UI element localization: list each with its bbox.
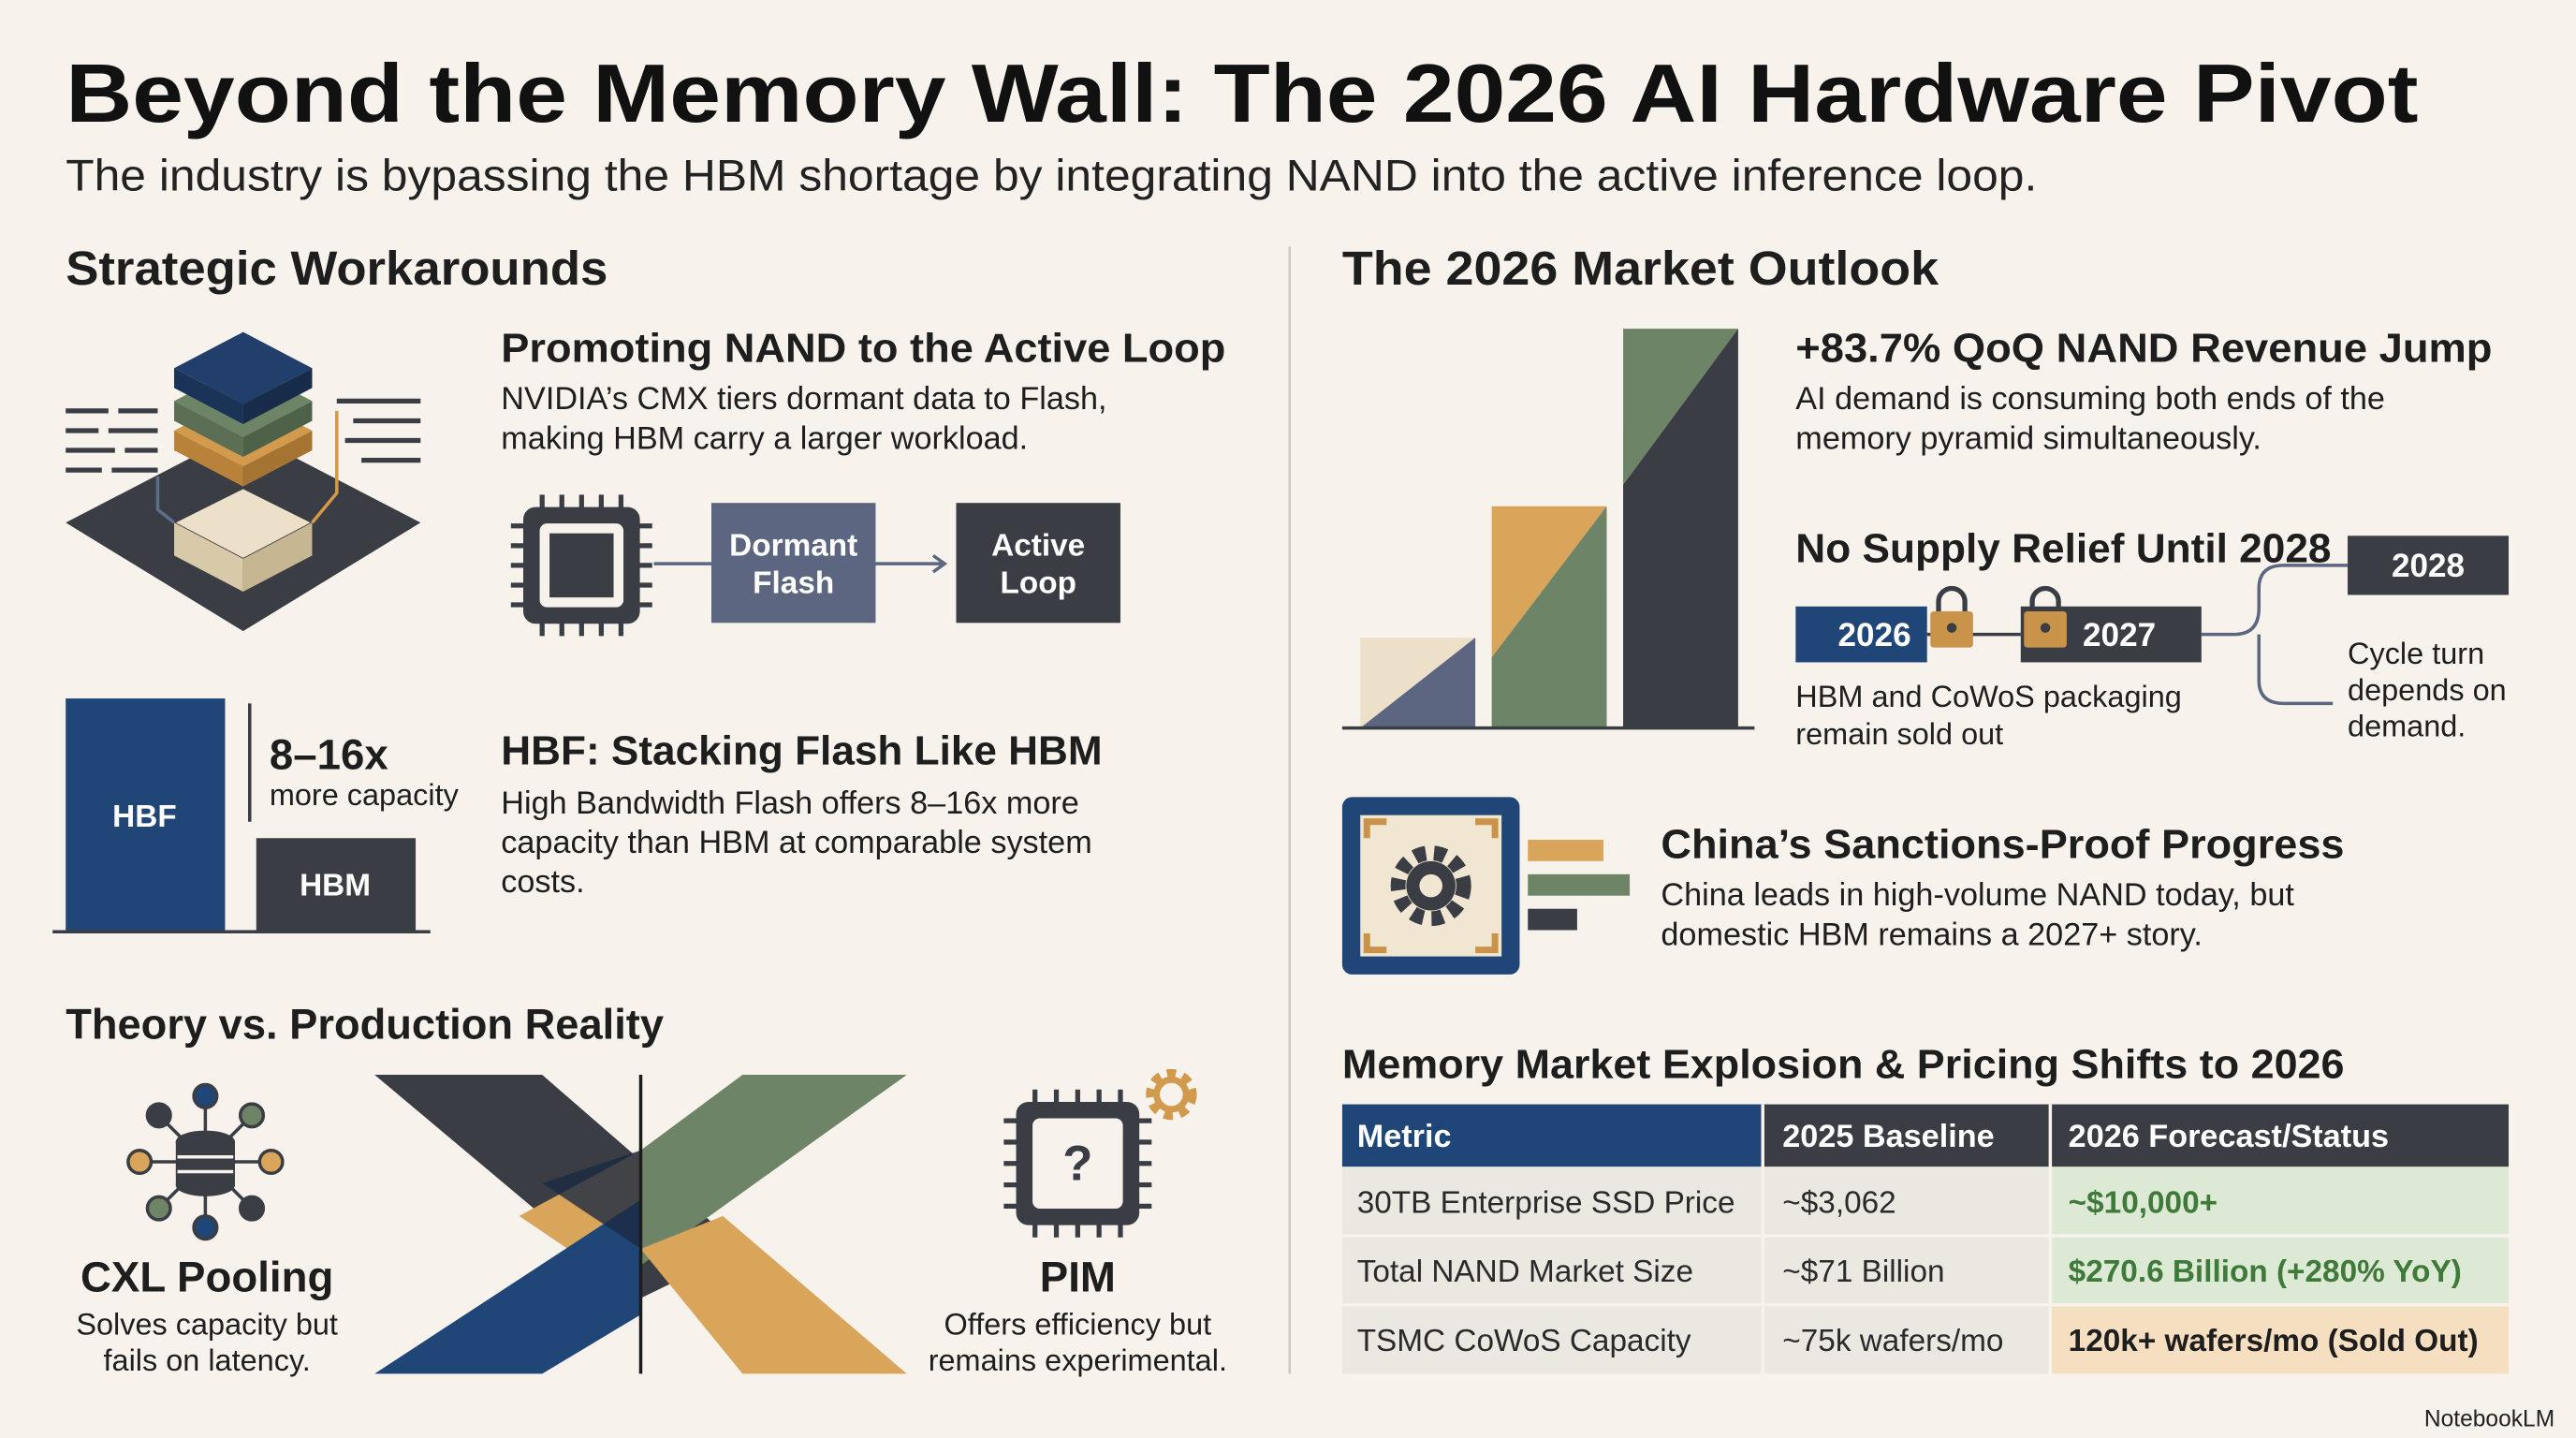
timeline-note-line: remain sold out (1795, 717, 2003, 751)
table-title: Memory Market Explosion & Pricing Shifts… (1342, 1041, 2345, 1087)
item-body-line: memory pyramid simultaneously. (1795, 420, 2261, 456)
item-body-line: NVIDIA’s CMX tiers dormant data to Flash… (501, 381, 1106, 417)
capacity-note: more capacity (270, 778, 460, 812)
item-body: Offers efficiency but remains experimenta… (929, 1307, 1227, 1377)
section-heading: The 2026 Market Outlook (1342, 242, 1939, 295)
item-title: CXL Pooling (80, 1254, 333, 1301)
timeline-note: Cycle turn depends on demand. (2348, 637, 2507, 742)
flow-arrows (653, 553, 948, 574)
hbf-bar (66, 698, 226, 932)
item-body-line: China leads in high-volume NAND today, b… (1661, 877, 2294, 913)
timeline-note-line: HBM and CoWoS packaging (1795, 680, 2182, 713)
item-title: China’s Sanctions-Proof Progress (1661, 821, 2344, 867)
item-title: No Supply Relief Until 2028 (1795, 525, 2331, 571)
flow-label-line: Flash (753, 566, 834, 601)
item-body: High Bandwidth Flash offers 8–16x more ca… (501, 785, 1091, 900)
growth-graphic (1341, 329, 1755, 730)
chip-icon (510, 494, 652, 637)
timeline (1795, 536, 2510, 706)
flow-box (956, 503, 1120, 624)
title: Beyond the Memory Wall: The 2026 AI Hard… (66, 48, 2418, 139)
item-title: +83.7% QoQ NAND Revenue Jump (1795, 325, 2492, 371)
flow-label-line: Loop (1001, 566, 1076, 601)
timeline-note-line: depends on (2348, 673, 2507, 707)
cxl-node (145, 1102, 172, 1129)
item-body-line: domestic HBM remains a 2027+ story. (1661, 917, 2202, 952)
table-cell: $270.6 Billion (+280% YoY) (2069, 1255, 2462, 1289)
year-label: 2026 (1838, 617, 1911, 653)
item-title: Promoting NAND to the Active Loop (501, 325, 1225, 371)
bar-label: HBF (112, 800, 176, 834)
item-body-line: High Bandwidth Flash offers 8–16x more (501, 785, 1079, 821)
cxl-node (192, 1214, 219, 1241)
cxl-node (145, 1195, 172, 1222)
flow-label: Active Loop (991, 528, 1085, 600)
flow-box (710, 503, 876, 624)
table-cell: 120k+ wafers/mo (Sold Out) (2069, 1324, 2479, 1358)
table-cell: 30TB Enterprise SSD Price (1357, 1185, 1735, 1220)
timeline-note: HBM and CoWoS packaging remain sold out (1795, 680, 2182, 751)
timeline-note-line: demand. (2348, 709, 2466, 742)
table-frame (1341, 1104, 2510, 1374)
table-cell: ~75k wafers/mo (1782, 1324, 2003, 1358)
flow-label-line: Active (991, 528, 1085, 563)
item-body-line: AI demand is consuming both ends of the (1795, 381, 2385, 417)
cxl-icon (126, 1082, 285, 1241)
item-body: AI demand is consuming both ends of the m… (1795, 381, 2385, 456)
item-body-line: costs. (501, 864, 584, 900)
cxl-node (238, 1195, 266, 1222)
item-body: Solves capacity but fails on latency. (76, 1307, 338, 1377)
pim-icon: ? (1003, 1068, 1197, 1238)
svg-text:?: ? (1062, 1136, 1092, 1191)
hbm-bar (256, 838, 417, 932)
year-label: 2028 (2392, 548, 2465, 584)
item-body: NVIDIA’s CMX tiers dormant data to Flash… (501, 381, 1106, 456)
timeline-note-line: Cycle turn (2348, 637, 2484, 670)
table-header: 2026 Forecast/Status (2069, 1119, 2389, 1154)
table-cell: TSMC CoWoS Capacity (1357, 1324, 1691, 1358)
china-icon (1341, 797, 1631, 975)
cxl-node (238, 1102, 266, 1129)
cxl-node (126, 1148, 154, 1176)
table-cell: Total NAND Market Size (1357, 1255, 1693, 1289)
item-body-line: making HBM carry a larger workload. (501, 420, 1028, 456)
table-header: 2025 Baseline (1782, 1119, 1994, 1154)
item-body: China leads in high-volume NAND today, b… (1661, 877, 2294, 952)
item-body-line: Solves capacity but (76, 1307, 338, 1341)
cxl-node (257, 1148, 285, 1176)
item-body-line: capacity than HBM at comparable system (501, 825, 1091, 860)
flow-label: Dormant Flash (729, 528, 857, 600)
subtitle: The industry is bypassing the HBM shorta… (66, 152, 2037, 201)
item-title: PIM (1040, 1254, 1116, 1301)
item-body-line: remains experimental. (929, 1343, 1227, 1377)
item-body-line: Offers efficiency but (944, 1307, 1212, 1341)
section-heading: Strategic Workarounds (66, 242, 607, 295)
item-title: HBF: Stacking Flash Like HBM (501, 727, 1102, 773)
table-cell: ~$3,062 (1782, 1185, 1895, 1220)
flow-label-line: Dormant (729, 528, 857, 563)
section-heading: Theory vs. Production Reality (66, 1000, 664, 1048)
table-cell: ~$10,000+ (2069, 1185, 2217, 1220)
memory-stack-icon (66, 331, 421, 632)
table-cell: ~$71 Billion (1782, 1255, 1944, 1289)
year-label: 2027 (2083, 617, 2156, 653)
capacity-multiple: 8–16x (270, 731, 388, 779)
item-body-line: fails on latency. (104, 1343, 311, 1377)
bar-label: HBM (300, 869, 371, 903)
cxl-node (192, 1082, 219, 1109)
table-header: Metric (1357, 1119, 1452, 1154)
brand: NotebookLM (2424, 1407, 2554, 1432)
